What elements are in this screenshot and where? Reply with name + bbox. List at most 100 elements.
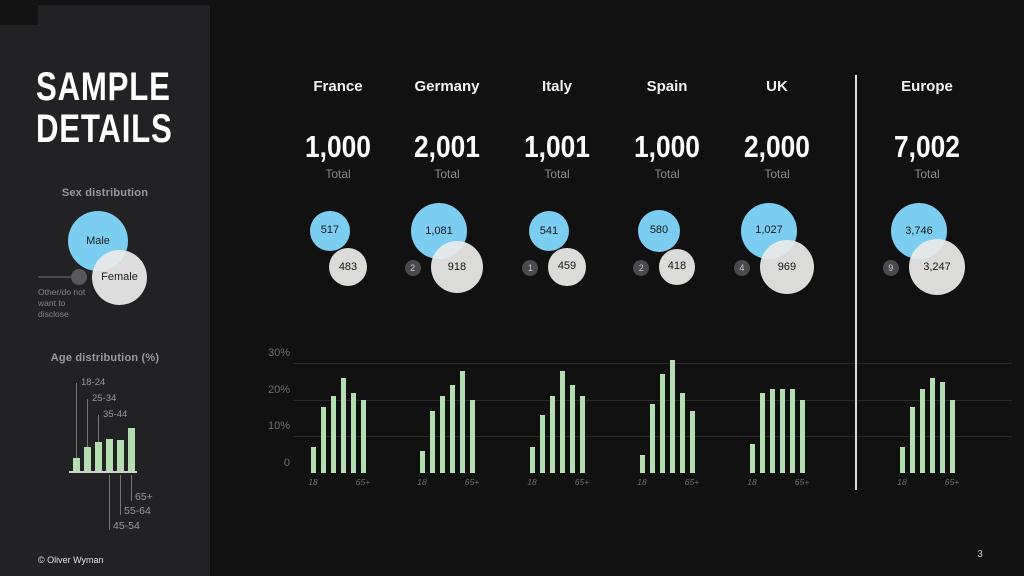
- x-tick-label-65plus: 65+: [574, 477, 590, 487]
- other-legend-dot: [71, 269, 87, 285]
- y-tick-label: 0: [283, 457, 290, 469]
- age-bar: [669, 359, 675, 473]
- country-name: Spain: [646, 78, 688, 95]
- age-bar: [909, 407, 915, 473]
- age-bar: [759, 392, 765, 473]
- age-bar: [639, 454, 645, 473]
- female-legend-bubble: Female: [92, 250, 147, 305]
- age-bar: [569, 385, 575, 473]
- age-bracket-label-35-44: 35-44: [103, 409, 128, 420]
- country-column-italy: Italy 1,001 Total 541 459 1 18 65+: [502, 70, 612, 500]
- age-bar: [529, 447, 535, 473]
- country-name: France: [313, 78, 363, 95]
- y-tick-label: 30%: [267, 347, 290, 359]
- x-tick-label-65plus: 65+: [464, 477, 480, 487]
- callout-line-45-54: [109, 475, 110, 530]
- x-tick-label-18: 18: [527, 477, 537, 487]
- female-bubble: 918: [430, 240, 484, 294]
- age-bar: [939, 381, 945, 473]
- age-bar: [549, 396, 555, 473]
- age-legend-bar: [106, 439, 113, 472]
- age-bar: [559, 370, 565, 473]
- x-tick-label-65plus: 65+: [944, 477, 960, 487]
- corner-notch: [0, 0, 38, 25]
- total-label: Total: [654, 167, 680, 181]
- age-bar: [310, 447, 316, 473]
- callout-line-18-24: [76, 383, 77, 458]
- y-tick-label: 10%: [267, 420, 290, 432]
- x-tick-label-18: 18: [747, 477, 757, 487]
- other-legend-label: Other/do not want to disclose: [38, 287, 86, 319]
- age-bar: [459, 370, 465, 473]
- age-bar: [769, 389, 775, 473]
- gridline-30pct: [293, 363, 1012, 364]
- y-tick-label: 20%: [267, 384, 290, 396]
- country-name: Europe: [901, 78, 953, 95]
- x-tick-label-18: 18: [637, 477, 647, 487]
- male-bubble: 3,746: [890, 202, 948, 260]
- sex-bubbles: 1,081 918 2: [392, 195, 502, 310]
- age-legend-bar: [117, 440, 124, 472]
- age-bar: [439, 396, 445, 473]
- x-tick-label-65plus: 65+: [355, 477, 371, 487]
- age-bar: [789, 389, 795, 473]
- slide-title-line2: DETAILS: [36, 107, 173, 151]
- sex-distribution-heading: Sex distribution: [61, 187, 149, 199]
- country-total-value: 2,000: [744, 129, 810, 164]
- slide-title-line1: SAMPLE: [36, 65, 171, 109]
- female-bubble: 459: [548, 248, 586, 286]
- country-name: Germany: [414, 78, 480, 95]
- age-bar: [929, 378, 935, 473]
- age-bar: [799, 400, 805, 473]
- age-bar: [749, 443, 755, 473]
- male-bubble: 580: [638, 210, 680, 252]
- age-bar: [320, 407, 326, 473]
- copyright-notice: © Oliver Wyman: [38, 555, 104, 565]
- age-bar: [539, 414, 545, 473]
- callout-line-25-34: [87, 399, 88, 447]
- x-tick-label-18: 18: [897, 477, 907, 487]
- sex-bubbles: 541 459 1: [502, 195, 612, 310]
- country-total-value: 1,001: [524, 129, 590, 164]
- female-bubble: 418: [659, 249, 695, 285]
- sex-bubbles: 517 483: [283, 195, 393, 310]
- total-label: Total: [764, 167, 790, 181]
- other-count-badge: 2: [404, 260, 421, 276]
- country-total-value: 1,000: [634, 129, 700, 164]
- age-bar: [949, 400, 955, 473]
- other-count-badge: 9: [882, 260, 899, 276]
- age-legend-bar: [128, 428, 135, 472]
- age-distribution-heading: Age distribution (%): [50, 352, 160, 364]
- sex-bubbles: 3,746 3,247 9: [872, 195, 982, 310]
- age-legend-bar: [95, 442, 102, 472]
- age-legend-bar: [73, 458, 80, 472]
- sidebar-panel: SAMPLE DETAILS Sex distribution Male Fem…: [0, 5, 210, 576]
- europe-divider-line: [855, 75, 857, 490]
- country-name: Italy: [541, 78, 572, 95]
- age-bar: [419, 451, 425, 473]
- age-bar: [899, 447, 905, 473]
- male-bubble: 517: [310, 211, 350, 251]
- age-bracket-label-55-64: 55-64: [124, 505, 151, 517]
- country-total-value: 2,001: [414, 129, 480, 164]
- female-bubble: 969: [759, 239, 815, 295]
- callout-line-35-44: [98, 415, 99, 442]
- age-bracket-label-25-34: 25-34: [92, 393, 117, 404]
- age-bar: [919, 389, 925, 473]
- age-bar: [469, 400, 475, 473]
- country-total-value: 1,000: [305, 129, 371, 164]
- total-label: Total: [914, 167, 940, 181]
- x-tick-label-18: 18: [417, 477, 427, 487]
- age-bar: [679, 392, 685, 473]
- age-bar: [689, 410, 695, 473]
- country-column-germany: Germany 2,001 Total 1,081 918 2 18 65+: [392, 70, 502, 500]
- age-bar: [449, 385, 455, 473]
- age-bracket-label-18-24: 18-24: [81, 377, 106, 388]
- callout-line-65plus: [131, 475, 132, 501]
- age-bar: [360, 400, 366, 473]
- other-count-badge: 1: [522, 260, 539, 276]
- callout-line-55-64: [120, 475, 121, 515]
- other-count-badge: 2: [633, 260, 650, 276]
- country-total-value: 7,002: [894, 129, 960, 164]
- gridline-20pct: [293, 400, 1012, 401]
